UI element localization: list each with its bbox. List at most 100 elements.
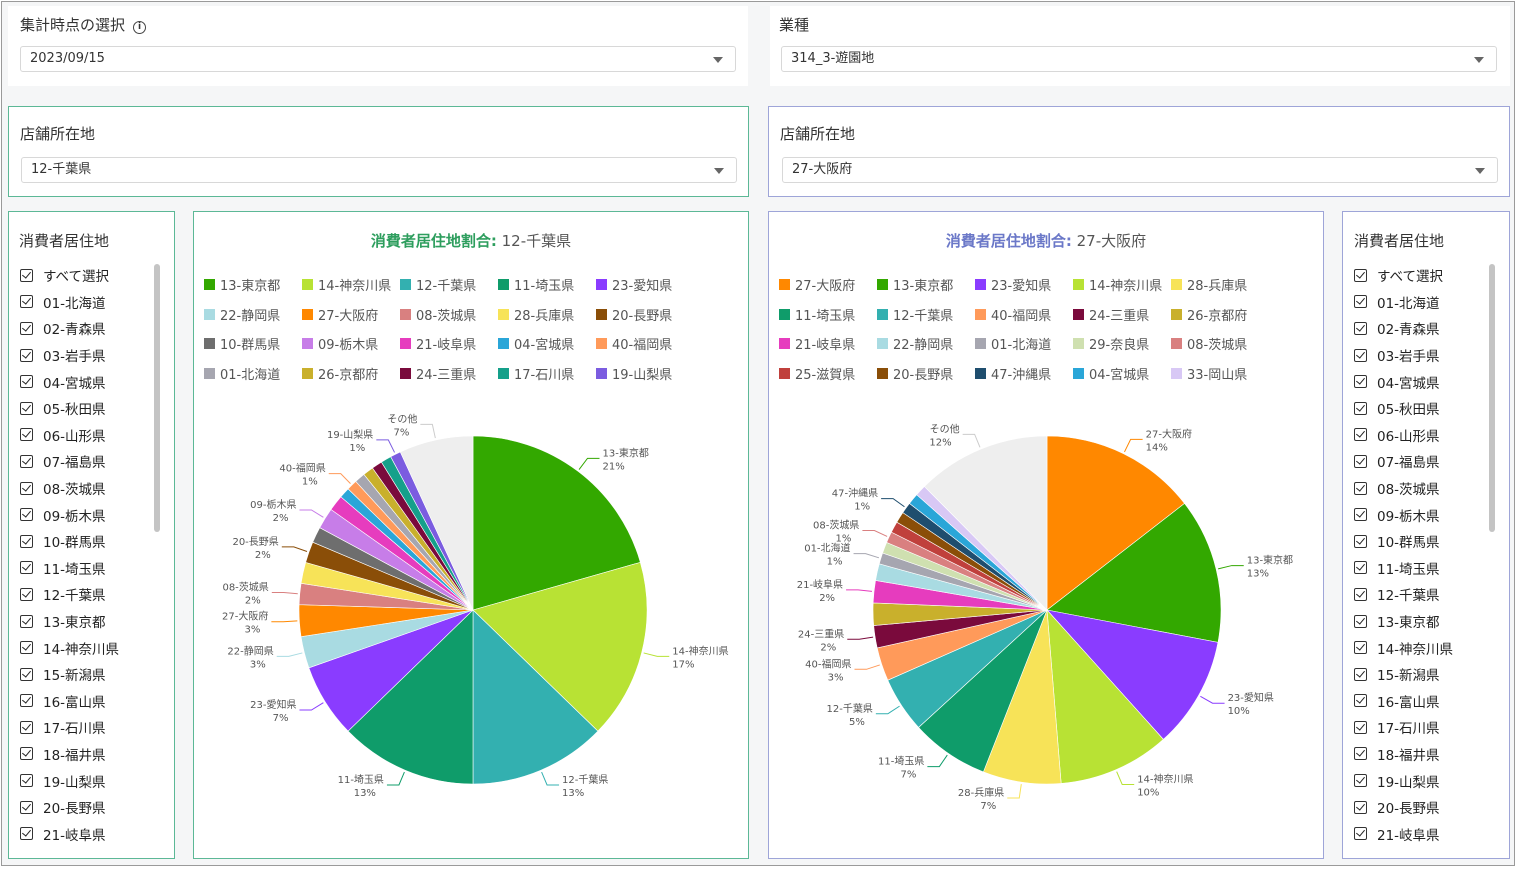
legend-item[interactable]: 21-岐阜県: [779, 334, 877, 353]
checkbox-item[interactable]: 17-石川県: [20, 714, 119, 741]
pie-slice[interactable]: [399, 435, 474, 611]
checkbox-checked-icon[interactable]: [1354, 508, 1367, 522]
legend-item[interactable]: 20-長野県: [596, 305, 694, 324]
legend-item[interactable]: 08-茨城県: [1171, 334, 1269, 353]
checkbox-item[interactable]: 07-福島県: [20, 448, 119, 475]
checkbox-item[interactable]: 09-栃木県: [1354, 501, 1453, 528]
checkbox-item[interactable]: 03-岩手県: [1354, 342, 1453, 369]
checkbox-checked-icon[interactable]: [1354, 641, 1367, 655]
checkbox-item[interactable]: 15-新潟県: [20, 661, 119, 688]
pie-slice[interactable]: [982, 609, 1062, 785]
pie-slice[interactable]: [878, 552, 1048, 611]
pie-slice[interactable]: [1046, 435, 1185, 611]
pie-slice[interactable]: [918, 609, 1048, 773]
checkbox-item[interactable]: 07-福島県: [1354, 448, 1453, 475]
legend-item[interactable]: 27-大阪府: [779, 275, 877, 294]
checkbox-item[interactable]: 11-埼玉県: [20, 555, 119, 582]
checkbox-checked-icon[interactable]: [1354, 774, 1367, 788]
checkbox-checked-icon[interactable]: [1354, 295, 1367, 309]
pie-slice[interactable]: [305, 541, 474, 611]
pie-slice[interactable]: [347, 609, 474, 785]
legend-item[interactable]: 28-兵庫県: [1171, 275, 1269, 294]
pie-slice[interactable]: [363, 467, 474, 611]
legend-item[interactable]: 04-宮城県: [1073, 364, 1171, 383]
info-icon[interactable]: i: [133, 21, 147, 34]
legend-item[interactable]: 14-神奈川県: [1073, 275, 1171, 294]
checkbox-item[interactable]: 20-長野県: [20, 794, 119, 821]
checkbox-checked-icon[interactable]: [1354, 747, 1367, 761]
pie-slice[interactable]: [298, 582, 474, 611]
legend-item[interactable]: 01-北海道: [204, 364, 302, 383]
pie-slice[interactable]: [1046, 503, 1222, 643]
pie-slice[interactable]: [875, 563, 1048, 611]
pie-slice[interactable]: [1046, 609, 1164, 784]
checkbox-checked-icon[interactable]: [1354, 694, 1367, 708]
pie-slice[interactable]: [330, 496, 474, 611]
checkbox-checked-icon[interactable]: [20, 534, 33, 548]
checkbox-checked-icon[interactable]: [20, 614, 33, 628]
legend-item[interactable]: 09-栃木県: [302, 334, 400, 353]
pie-slice[interactable]: [308, 609, 474, 732]
pie-slice[interactable]: [890, 521, 1048, 611]
checkbox-item[interactable]: 15-新潟県: [1354, 661, 1453, 688]
checkbox-item[interactable]: 12-千葉県: [1354, 581, 1453, 608]
checkbox-item[interactable]: 01-北海道: [20, 289, 119, 316]
checkbox-item[interactable]: 13-東京都: [1354, 608, 1453, 635]
checkbox-item[interactable]: 03-岩手県: [20, 342, 119, 369]
legend-item[interactable]: 47-沖縄県: [975, 364, 1073, 383]
checkbox-checked-icon[interactable]: [1354, 375, 1367, 389]
checkbox-item[interactable]: 21-岐阜県: [1354, 820, 1453, 847]
pie-slice[interactable]: [896, 512, 1048, 611]
checkbox-item[interactable]: 06-山形県: [20, 422, 119, 449]
legend-item[interactable]: 08-茨城県: [400, 305, 498, 324]
checkbox-checked-icon[interactable]: [20, 481, 33, 495]
checkbox-item[interactable]: 10-群馬県: [20, 528, 119, 555]
checkbox-item[interactable]: 19-山梨県: [1354, 767, 1453, 794]
legend-item[interactable]: 12-千葉県: [400, 275, 498, 294]
legend-item[interactable]: 13-東京都: [204, 275, 302, 294]
checkbox-item[interactable]: 09-栃木県: [20, 501, 119, 528]
pie-slice[interactable]: [347, 480, 474, 611]
pie-slice[interactable]: [872, 602, 1048, 626]
industry-select[interactable]: 314_3-遊園地: [781, 46, 1497, 72]
checkbox-item[interactable]: 18-福井県: [20, 741, 119, 768]
checkbox-item[interactable]: 02-青森県: [20, 315, 119, 342]
legend-item[interactable]: 21-岐阜県: [400, 334, 498, 353]
checkbox-item[interactable]: 02-青森県: [1354, 315, 1453, 342]
legend-item[interactable]: 26-京都府: [1171, 305, 1269, 324]
pie-slice[interactable]: [924, 435, 1048, 611]
legend-item[interactable]: 25-滋賀県: [779, 364, 877, 383]
legend-item[interactable]: 11-埼玉県: [779, 305, 877, 324]
legend-item[interactable]: 33-岡山県: [1171, 364, 1269, 383]
legend-item[interactable]: 40-福岡県: [975, 305, 1073, 324]
pie-slice[interactable]: [340, 488, 474, 611]
checkbox-checked-icon[interactable]: [1354, 720, 1367, 734]
checkbox-item[interactable]: 13-東京都: [20, 608, 119, 635]
legend-item[interactable]: 24-三重県: [1073, 305, 1171, 324]
legend-item[interactable]: 28-兵庫県: [498, 305, 596, 324]
checkbox-checked-icon[interactable]: [1354, 268, 1367, 282]
legend-item[interactable]: 20-長野県: [877, 364, 975, 383]
pie-slice[interactable]: [872, 580, 1048, 611]
pie-slice[interactable]: [300, 609, 474, 669]
checkbox-checked-icon[interactable]: [20, 295, 33, 309]
checkbox-checked-icon[interactable]: [20, 508, 33, 522]
checkbox-item[interactable]: すべて選択: [20, 262, 119, 289]
checkbox-item[interactable]: 04-宮城県: [1354, 368, 1453, 395]
store-location-select-right[interactable]: 27-大阪府: [782, 157, 1498, 183]
legend-item[interactable]: 23-愛知県: [596, 275, 694, 294]
pie-slice[interactable]: [887, 609, 1048, 728]
legend-item[interactable]: 23-愛知県: [975, 275, 1073, 294]
checkbox-checked-icon[interactable]: [1354, 454, 1367, 468]
checkbox-item[interactable]: 19-山梨県: [20, 767, 119, 794]
checkbox-item[interactable]: 06-山形県: [1354, 422, 1453, 449]
checkbox-item[interactable]: 12-千葉県: [20, 581, 119, 608]
pie-slice[interactable]: [902, 503, 1048, 611]
checkbox-checked-icon[interactable]: [20, 667, 33, 681]
checkbox-item[interactable]: 05-秋田県: [1354, 395, 1453, 422]
pie-slice[interactable]: [873, 609, 1048, 649]
checkbox-checked-icon[interactable]: [1354, 587, 1367, 601]
checkbox-item[interactable]: 11-埼玉県: [1354, 555, 1453, 582]
checkbox-checked-icon[interactable]: [20, 800, 33, 814]
checkbox-item[interactable]: 01-北海道: [1354, 289, 1453, 316]
